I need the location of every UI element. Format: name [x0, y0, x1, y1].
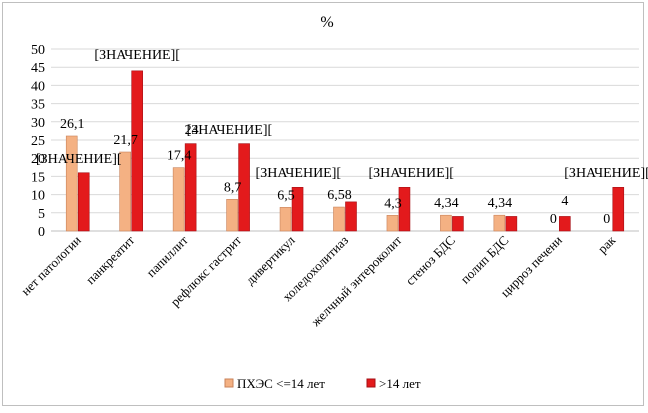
bar-series-2-2 [184, 143, 197, 232]
y-tick-label: 0 [38, 225, 45, 240]
chart-title: % [320, 14, 333, 31]
y-tick-label: 5 [38, 207, 45, 222]
legend-label-series-1: ПХЭС <=14 лет [237, 376, 325, 391]
data-label-series-1: 6,58 [327, 188, 352, 203]
data-label-series-1: 21,7 [113, 133, 138, 148]
bar-series-1-2 [172, 167, 185, 232]
legend-swatch-series-2 [366, 378, 376, 388]
grid-layer [51, 48, 639, 232]
chart-frame: % 0 5 10 15 20 25 30 35 40 45 50 нет патологии панк… [2, 2, 648, 406]
bar-series-2-4 [291, 187, 304, 232]
bar-series-2-0 [77, 172, 90, 232]
bar-series-1-5 [333, 206, 345, 232]
bar-series-2-6 [398, 187, 411, 232]
y-tick-label: 30 [31, 116, 45, 131]
data-label-series-2: [ЗНАЧЕНИЕ][ [256, 166, 342, 181]
y-tick-label: 15 [31, 170, 45, 185]
y-tick-label: 35 [31, 98, 45, 113]
data-label-series-1: 6,5 [277, 188, 295, 203]
y-tick-label: 40 [31, 79, 45, 94]
data-label-series-1: 0 [550, 212, 557, 227]
y-tick-label: 10 [31, 189, 45, 204]
bar-series-1-6 [386, 215, 399, 232]
legend: ПХЭС <=14 лет >14 лет [224, 376, 421, 391]
bars-layer [65, 70, 625, 232]
data-label-series-1: 26,1 [60, 117, 85, 132]
y-axis-ticks: 0 5 10 15 20 25 30 35 40 45 50 [31, 43, 45, 240]
bar-series-1-4 [279, 207, 292, 232]
data-label-series-1: 0 [603, 212, 610, 227]
bar-series-1-0 [65, 135, 78, 232]
category-label: дивертикул [243, 232, 298, 287]
data-label-series-1: 8,7 [224, 180, 242, 195]
data-label-overlay: 24 [185, 123, 199, 138]
category-label: рак [595, 232, 619, 256]
bar-series-2-10 [612, 187, 625, 232]
data-label-series-1: 4,3 [384, 196, 402, 211]
data-label-series-2: [ЗНАЧЕНИЕ][ [187, 123, 273, 138]
data-labels: 26,1 21,7 17,4 8,7 6,5 6,58 4,3 4,34 4,34 0 0 [ЗНАЧ… [36, 48, 648, 227]
category-label: стеноз БДС [402, 233, 458, 289]
data-label-series-2: 4 [561, 194, 568, 209]
y-tick-label: 45 [31, 61, 45, 76]
y-tick-label: 25 [31, 134, 45, 149]
legend-label-series-2: >14 лет [379, 376, 421, 391]
data-label-series-1: 4,34 [434, 196, 459, 211]
category-label: желчный энтероколит [307, 232, 405, 330]
bar-series-1-8 [493, 214, 506, 232]
bar-series-1-1 [119, 151, 131, 232]
data-label-series-2: [ЗНАЧЕНИЕ][ [564, 166, 648, 181]
bar-series-2-8 [505, 216, 518, 232]
legend-swatch-series-1 [224, 378, 234, 388]
bar-series-2-1 [131, 70, 143, 232]
bar-series-1-7 [440, 214, 452, 232]
y-tick-label: 50 [31, 43, 45, 58]
bar-series-2-9 [559, 216, 571, 232]
data-label-series-1: 17,4 [167, 149, 192, 164]
data-label-series-1: 4,34 [488, 196, 513, 211]
category-label: полип БДС [457, 233, 511, 287]
data-label-series-2: [ЗНАЧЕНИЕ][ [36, 152, 122, 167]
bar-series-2-7 [452, 216, 464, 232]
bar-series-2-5 [345, 201, 357, 232]
category-label: панкреатит [83, 232, 138, 287]
data-label-series-2: [ЗНАЧЕНИЕ][ [94, 48, 180, 63]
bar-series-2-3 [238, 143, 250, 232]
category-label: нет патологии [18, 232, 84, 298]
data-label-series-2: [ЗНАЧЕНИЕ][ [368, 166, 454, 181]
y-tick-label: 20 [31, 152, 45, 167]
bar-series-1-3 [226, 199, 238, 232]
category-label: папиллит [143, 232, 191, 280]
